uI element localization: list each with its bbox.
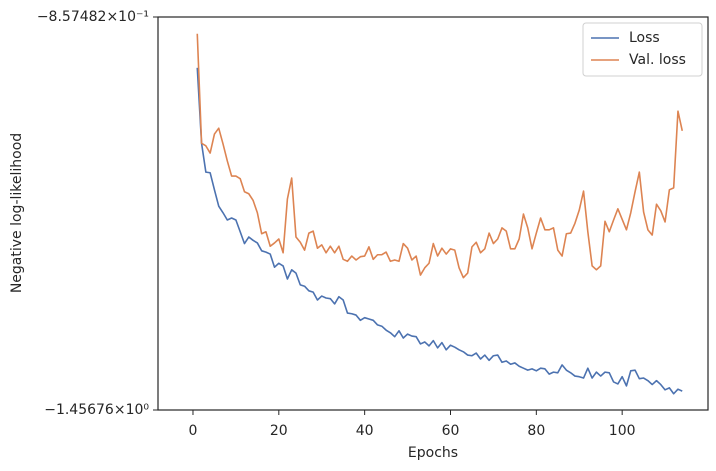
- plot-frame: [157, 16, 709, 411]
- x-tick-label: 0: [189, 423, 198, 439]
- x-tick-label: 40: [356, 423, 374, 439]
- x-tick-label: 100: [609, 423, 636, 439]
- legend-label: Loss: [629, 30, 660, 46]
- line-series: [196, 33, 684, 279]
- x-axis-label: Epochs: [408, 445, 458, 461]
- legend-label: Val. loss: [629, 52, 686, 68]
- x-tick-label: 80: [527, 423, 545, 439]
- y-tick-label: −8.57482×10⁻¹: [37, 9, 149, 25]
- legend-box: [582, 22, 703, 77]
- line-series: [196, 67, 683, 395]
- x-tick-label: 20: [270, 423, 288, 439]
- y-axis-label: Negative log-likelihood: [9, 133, 25, 293]
- x-tick-label: 60: [442, 423, 460, 439]
- y-tick-label: −1.45676×10⁰: [44, 402, 149, 418]
